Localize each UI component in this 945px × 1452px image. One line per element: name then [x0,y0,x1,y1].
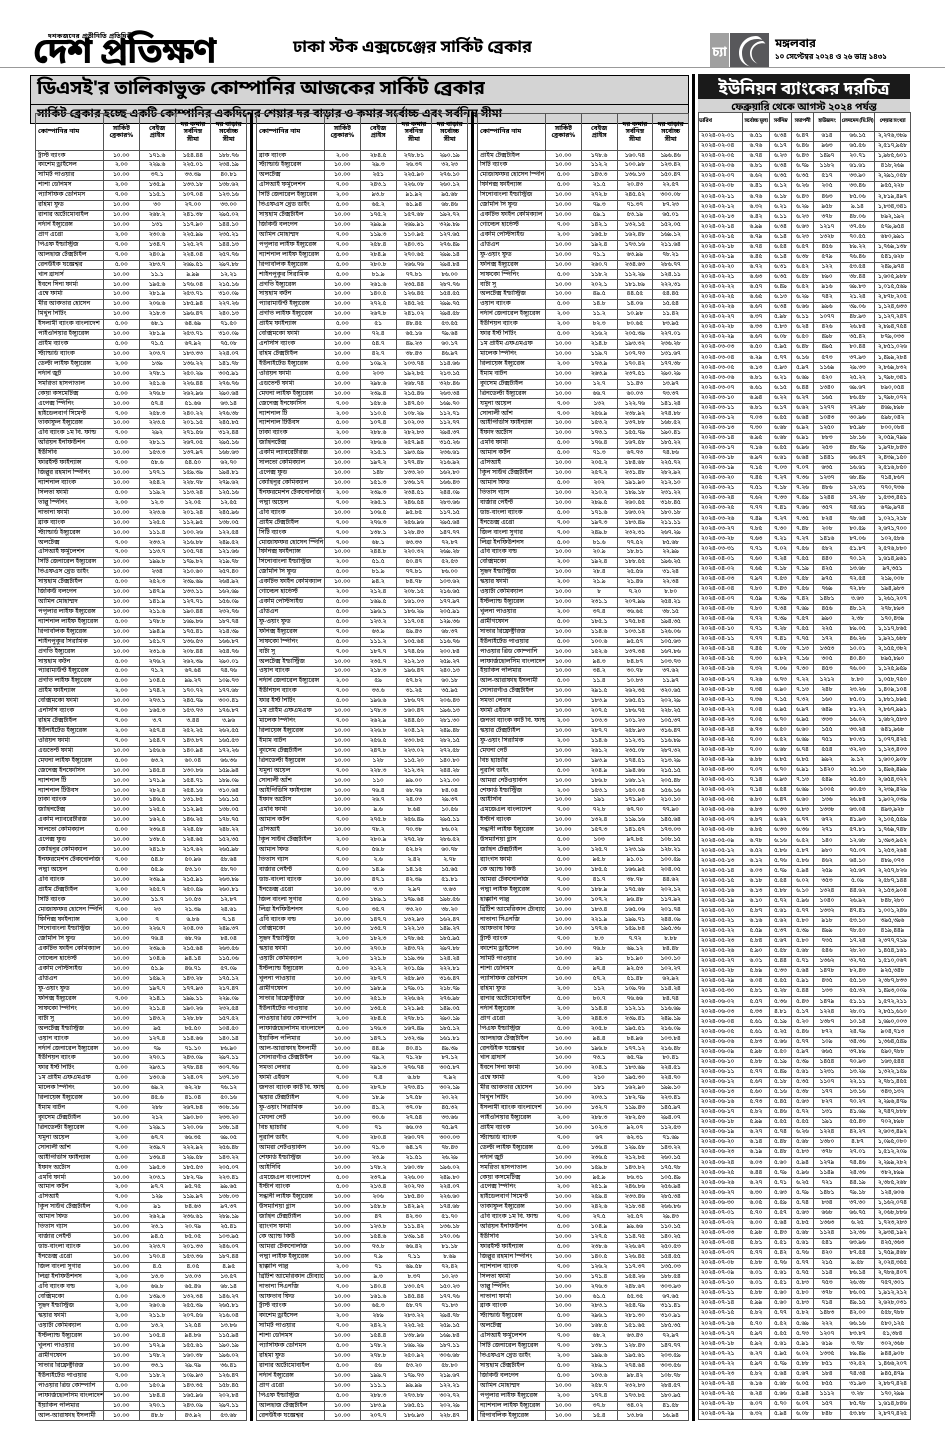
svg-text:চ্যা: চ্যা [711,45,727,62]
